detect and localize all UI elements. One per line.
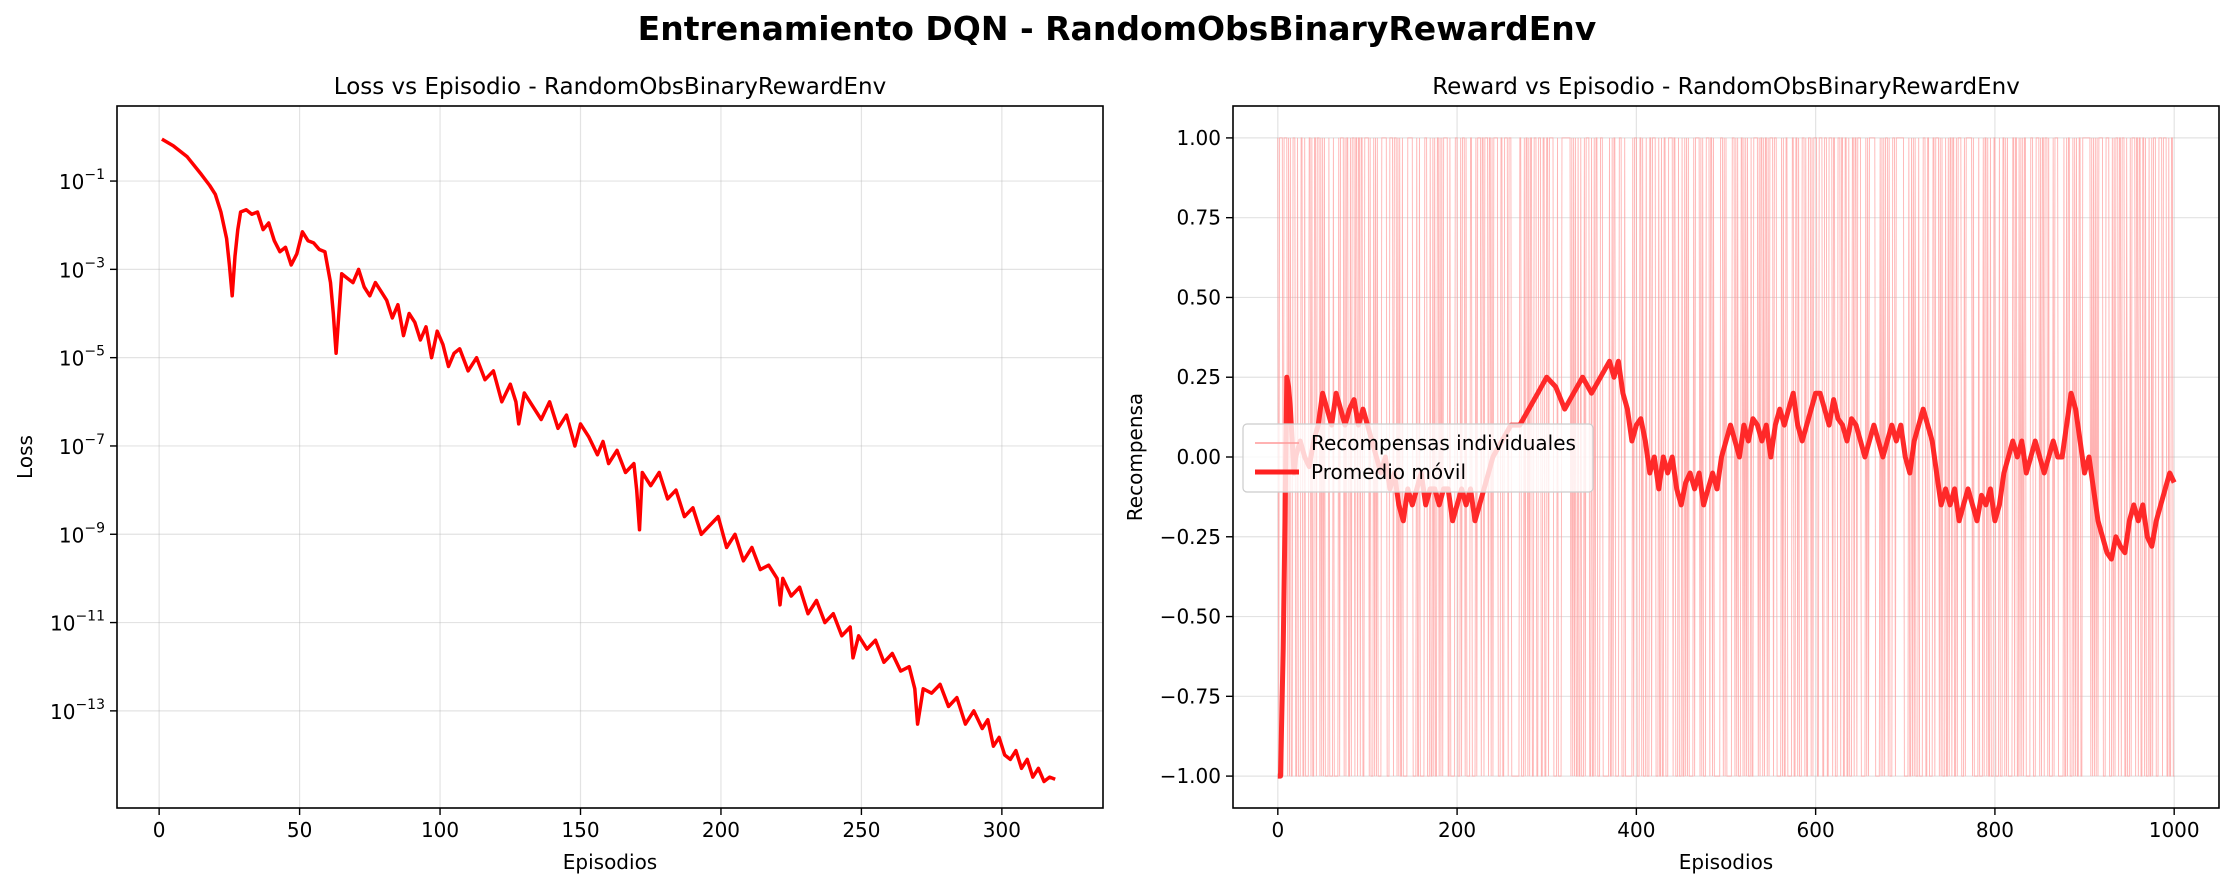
reward-x-tick-label: 400 [1617,818,1655,842]
loss-gridlines [117,106,1103,808]
reward-series-layer [1277,137,2177,779]
reward-y-tick-label: −0.50 [1160,605,1221,629]
reward-y-tick-label: −1.00 [1160,764,1221,788]
reward-individual-line [1277,137,2175,777]
reward-y-axis: −1.00 −0.75 −0.50 −0.25 0.00 0.25 0.50 0.75 1.00 [1160,126,1233,788]
reward-y-tick-label: 0.75 [1176,206,1221,230]
reward-y-tick-label: 0.50 [1176,285,1221,309]
loss-y-tick-label: 10−13 [50,697,105,724]
figure-suptitle: Entrenamiento DQN - RandomObsBinaryRewar… [638,9,1597,48]
reward-y-tick-label: −0.25 [1160,525,1221,549]
reward-y-tick-label: 0.25 [1176,365,1221,389]
loss-y-tick-label: 10−1 [59,167,105,194]
reward-chart-title: Reward vs Episodio - RandomObsBinaryRewa… [1432,74,2020,100]
reward-x-tick-label: 0 [1271,818,1284,842]
reward-y-tick-label: 0.00 [1176,445,1221,469]
legend-box [1242,423,1594,493]
loss-series-layer [161,137,1056,784]
loss-x-axis: 0 50 100 150 200 250 300 [153,808,1021,842]
reward-x-axis: 0 200 400 600 800 1000 [1271,808,2200,842]
loss-x-tick-label: 50 [287,818,312,842]
legend-label-individual: Recompensas individuales [1311,431,1576,455]
reward-y-tick-label: −0.75 [1160,684,1221,708]
loss-plot-frame [116,105,1104,809]
loss-y-tick-label: 10−9 [59,520,105,547]
loss-x-label: Episodios [563,850,657,874]
reward-x-tick-label: 200 [1438,818,1476,842]
reward-legend: Recompensas individuales Promedio móvil [1242,423,1594,493]
loss-y-label: Loss [13,435,37,479]
loss-x-tick-label: 200 [702,818,740,842]
loss-line [161,137,1056,784]
reward-y-tick-label: 1.00 [1176,126,1221,150]
loss-y-tick-label: 10−7 [59,432,105,459]
loss-y-tick-label: 10−11 [50,609,105,636]
reward-x-tick-label: 800 [1976,818,2014,842]
loss-x-tick-label: 100 [421,818,459,842]
loss-x-tick-label: 250 [842,818,880,842]
reward-moving-average-line [1277,358,2177,779]
reward-y-label: Recompensa [1123,393,1147,521]
loss-y-tick-label: 10−3 [59,255,105,282]
reward-chart: Reward vs Episodio - RandomObsBinaryRewa… [1123,74,2220,874]
legend-label-moving-average: Promedio móvil [1311,460,1466,484]
loss-y-axis: 10−13 10−11 10−9 10−7 10−5 10−3 10−1 [50,167,117,724]
reward-x-tick-label: 600 [1797,818,1835,842]
reward-x-tick-label: 1000 [2149,818,2200,842]
loss-x-tick-label: 300 [983,818,1021,842]
loss-chart-title: Loss vs Episodio - RandomObsBinaryReward… [334,74,886,100]
reward-x-label: Episodios [1679,850,1773,874]
loss-x-tick-label: 150 [561,818,599,842]
loss-chart: Loss vs Episodio - RandomObsBinaryReward… [13,74,1104,874]
loss-x-tick-label: 0 [153,818,166,842]
loss-y-tick-label: 10−5 [59,344,105,371]
